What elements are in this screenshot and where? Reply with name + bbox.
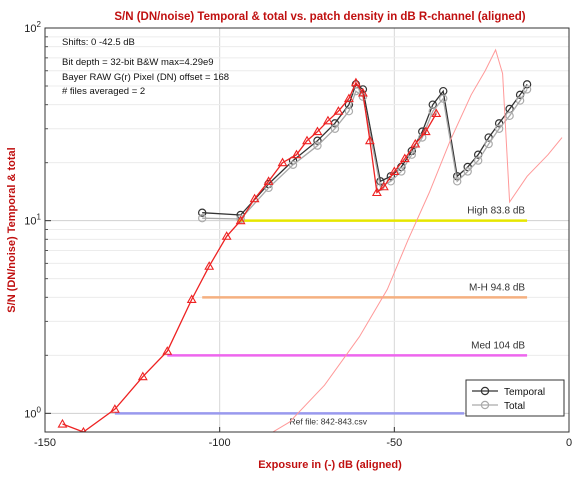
data-point [357, 87, 368, 97]
x-tick-label: 0 [566, 437, 572, 449]
level-label: Ref file: 842-843.csv [290, 416, 368, 426]
series-line-3 [271, 48, 563, 432]
data-point [249, 193, 260, 203]
data-point [263, 176, 274, 185]
data-point [494, 124, 504, 133]
data-point [431, 108, 442, 118]
series-line-1 [202, 89, 528, 220]
data-point [522, 85, 532, 94]
data-point [330, 124, 340, 133]
data-point [313, 141, 322, 150]
annotation-text: # files averaged = 2 [62, 86, 145, 97]
data-point [350, 77, 361, 87]
level-label: Med 104 dB [471, 340, 525, 351]
data-point [522, 80, 532, 89]
data-point [291, 149, 302, 159]
data-point [235, 215, 246, 225]
annotation-text: Bit depth = 32-bit B&W max=4.29e9 [62, 57, 214, 68]
data-point [197, 208, 207, 217]
legend-marker [480, 400, 490, 410]
level-label: High 83.8 dB [467, 206, 525, 217]
legend-label: Temporal [504, 387, 545, 398]
x-axis-label: Exposure in (-) dB (aligned) [258, 459, 402, 471]
data-point [333, 106, 344, 115]
annotation-text: Bayer RAW G(r) Pixel (DN) offset = 168 [62, 72, 229, 83]
data-point [505, 111, 514, 121]
data-point [313, 136, 322, 145]
x-tick-label: -150 [34, 437, 56, 449]
data-point [197, 213, 207, 223]
series-line-2 [62, 81, 437, 432]
data-point [277, 157, 288, 167]
x-tick-label: -50 [386, 437, 402, 449]
data-point [343, 93, 354, 103]
level-label: M-H 94.8 dB [469, 282, 525, 293]
data-point [439, 94, 448, 103]
data-point [288, 160, 298, 169]
data-point [397, 167, 406, 176]
data-point [109, 404, 120, 413]
plot-frame [44, 27, 570, 433]
data-point [484, 133, 493, 142]
chart-title: S/N (DN/noise) Temporal & total vs. patc… [114, 11, 525, 23]
data-point [162, 346, 173, 355]
data-point [399, 153, 410, 163]
data-point [428, 100, 437, 109]
data-point [236, 214, 245, 224]
series-line-0 [202, 83, 528, 216]
y-tick-label: 102 [24, 20, 41, 35]
data-point [302, 135, 312, 145]
data-point [453, 177, 462, 186]
data-point [312, 126, 323, 136]
data-point [57, 418, 68, 428]
y-tick-label: 101 [24, 213, 41, 228]
legend-marker [480, 386, 490, 396]
data-point [463, 167, 472, 176]
y-tick-label: 100 [24, 405, 41, 420]
data-point [323, 115, 333, 125]
annotation-text: Shifts: 0 -42.5 dB [62, 37, 135, 48]
legend-label: Total [504, 401, 525, 412]
data-point [410, 138, 421, 148]
data-point [420, 126, 431, 136]
data-point [371, 187, 382, 197]
data-point [364, 135, 375, 145]
data-point [515, 96, 525, 105]
data-point [473, 156, 483, 165]
data-point [137, 371, 148, 381]
data-point [389, 166, 400, 176]
data-point [221, 231, 232, 240]
y-axis-label: S/N (DN/noise) Temporal & total [6, 147, 18, 312]
legend-box [465, 379, 565, 417]
data-point [204, 261, 215, 270]
data-point [484, 139, 493, 149]
plot-area [45, 28, 569, 432]
data-point [378, 181, 389, 191]
data-point [186, 294, 197, 304]
x-tick-label: -100 [209, 437, 231, 449]
data-point [344, 106, 354, 116]
